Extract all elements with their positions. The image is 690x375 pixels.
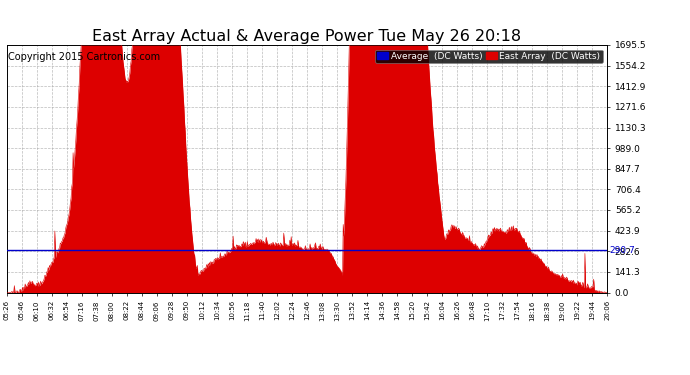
Text: 290.7: 290.7: [609, 246, 635, 255]
Text: Copyright 2015 Cartronics.com: Copyright 2015 Cartronics.com: [8, 53, 159, 62]
Legend: Average  (DC Watts), East Array  (DC Watts): Average (DC Watts), East Array (DC Watts…: [375, 50, 602, 63]
Title: East Array Actual & Average Power Tue May 26 20:18: East Array Actual & Average Power Tue Ma…: [92, 29, 522, 44]
